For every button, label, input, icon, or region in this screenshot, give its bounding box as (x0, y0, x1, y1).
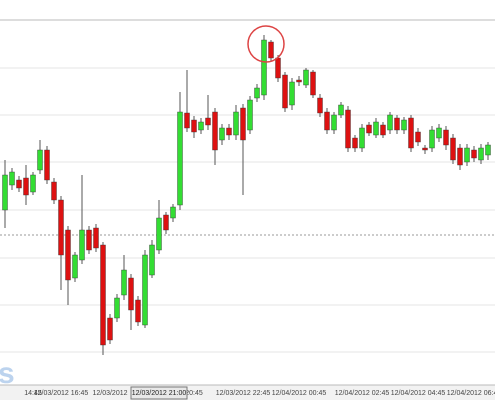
candle-body (44, 149, 50, 181)
candle-body (121, 269, 127, 296)
candle-body (247, 99, 253, 131)
candle-body (282, 74, 288, 109)
candle-body (429, 129, 435, 149)
candle-body (275, 57, 281, 79)
candle-body (415, 131, 421, 143)
candle-body (296, 79, 302, 83)
candle-body (30, 174, 36, 193)
candles (2, 35, 491, 355)
candle-body (198, 121, 204, 131)
x-tick-label: 14:45 (24, 390, 42, 397)
candle-body (317, 97, 323, 114)
candle-body (254, 87, 260, 99)
x-tick-label: 12/04/2012 02:45 (335, 390, 390, 397)
candle-body (240, 107, 246, 141)
candle-body (394, 117, 400, 131)
x-tick-label: 12/04/2012 00:45 (272, 390, 327, 397)
candle-body (331, 114, 337, 131)
candle-body (345, 109, 351, 149)
candle-body (387, 114, 393, 131)
x-tick-label: 12/03/2012 22:45 (216, 390, 271, 397)
candle-body (135, 299, 141, 323)
candle-body (485, 144, 491, 156)
crosshair-label-box (130, 386, 188, 400)
candle-body (93, 227, 99, 249)
x-tick-label: 12/03/2012 16:45 (34, 390, 89, 397)
candle-body (37, 149, 43, 171)
candle-body (114, 297, 120, 319)
candle-body (170, 206, 176, 219)
candle-body (72, 254, 78, 279)
candle-body (289, 81, 295, 106)
candle-body (324, 111, 330, 131)
candle-body (226, 127, 232, 136)
x-tick-label: 12/04/2012 04:45 (391, 390, 446, 397)
candle-body (58, 199, 64, 256)
x-tick-label: 20:45 (185, 390, 203, 397)
candle-body (450, 137, 456, 161)
candle-body (142, 254, 148, 326)
candle-body (408, 117, 414, 149)
candle-body (268, 41, 274, 59)
candle-body (457, 147, 463, 166)
candle-body (338, 104, 344, 116)
x-tick-label: 12/03/2012 (92, 390, 127, 397)
candle-body (205, 117, 211, 126)
candle-body (156, 217, 162, 251)
x-axis-band (0, 385, 495, 400)
candle-body (184, 112, 190, 129)
candle-body (219, 127, 225, 141)
candle-body (86, 229, 92, 251)
candle-body (401, 119, 407, 131)
candle-body (23, 177, 29, 196)
candle-body (79, 229, 85, 261)
candle-body (107, 317, 113, 341)
x-tick-label: 12/04/2012 06:45 (447, 390, 495, 397)
candle-body (2, 174, 8, 211)
candle-body (464, 147, 470, 163)
crosshair-label: 12/03/2012 21:00 (132, 390, 187, 397)
candle-body (177, 111, 183, 206)
candle-body (443, 129, 449, 146)
candle-body (436, 127, 442, 139)
candle-body (366, 124, 372, 134)
candle-body (261, 39, 267, 96)
candle-body (303, 69, 309, 86)
candle-body (352, 137, 358, 149)
candle-body (478, 147, 484, 161)
candle-body (471, 149, 477, 159)
candle-body (16, 179, 22, 189)
candle-body (233, 111, 239, 136)
watermark: s (0, 357, 15, 390)
candle-body (149, 244, 155, 276)
candle-body (380, 124, 386, 136)
candle-body (100, 244, 106, 346)
candle-body (9, 171, 15, 186)
candle-body (422, 147, 428, 151)
candle-body (212, 111, 218, 151)
candle-body (51, 181, 57, 201)
candle-body (65, 229, 71, 281)
candle-body (128, 277, 134, 311)
candle-body (163, 214, 169, 231)
candle-body (359, 127, 365, 149)
highlight-circle (247, 25, 285, 63)
candle-body (191, 119, 197, 133)
candle-body (310, 71, 316, 96)
candle-body (373, 121, 379, 136)
